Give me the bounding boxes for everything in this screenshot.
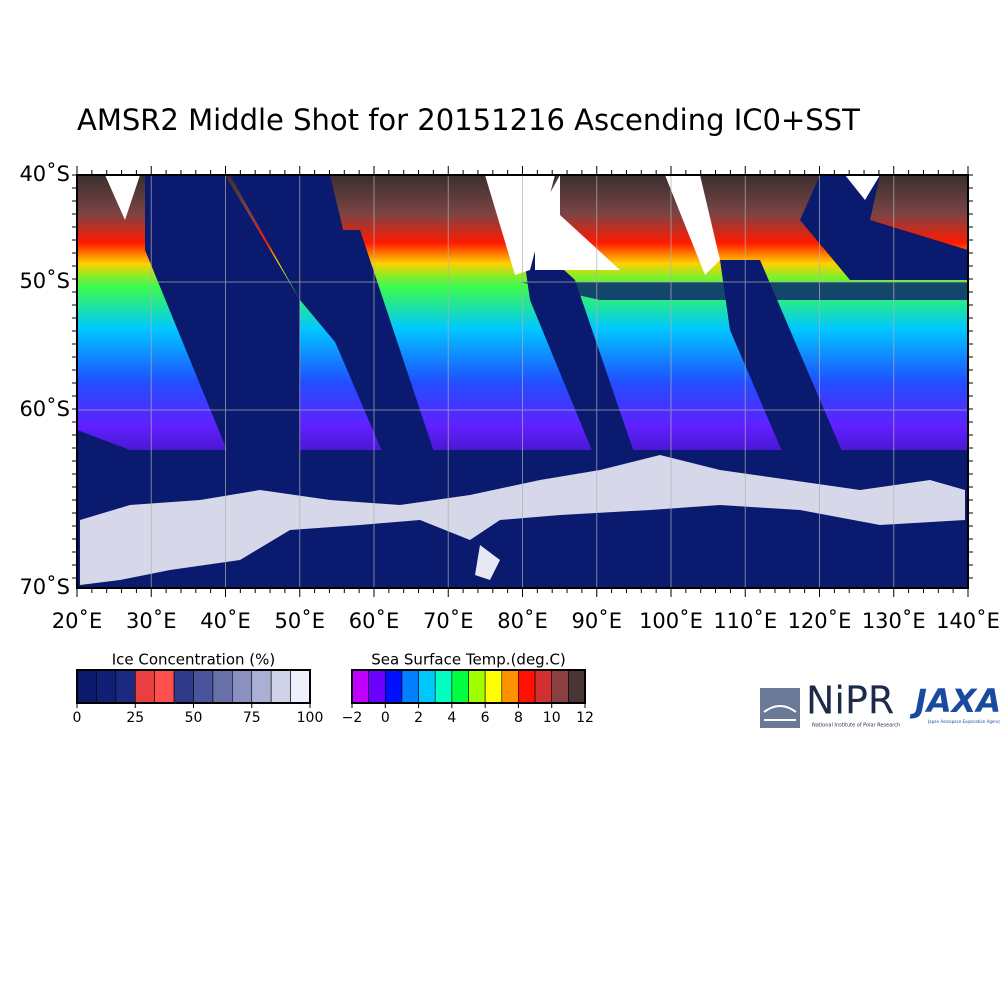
legend-swatch [434,669,453,704]
logos: NiPR National Institute of Polar Researc… [760,679,1000,729]
legend-tick-label: 50 [185,710,203,726]
legend-swatch [351,669,369,704]
legend-swatch [96,669,117,704]
lon-label: 40˚E [200,609,251,633]
legend-tick-label: 6 [481,710,490,726]
jaxa-full-name: Japan Aerospace Exploration Agency [927,719,1000,724]
swath-gap [720,260,850,470]
legend-frame [351,669,586,704]
legend-swatch [518,669,536,704]
lon-label: 30˚E [126,609,177,633]
lon-label: 110˚E [713,609,777,633]
legend-tick-label: 100 [297,710,324,726]
lon-label: 50˚E [275,609,326,633]
legend-tick-label: 25 [126,710,144,726]
legend-swatch [193,669,214,704]
missing-data [665,175,720,275]
legend-title: Ice Concentration (%) [112,651,276,669]
legend-tick-label: 4 [447,710,456,726]
legend-swatch [551,669,569,704]
swath-gap [230,175,360,360]
legend-swatch [134,669,155,704]
legend-tick-label: 75 [243,710,261,726]
legend-swatch [451,669,469,704]
missing-data [845,175,880,200]
legend-tick-label: −2 [342,710,363,726]
lon-label: 20˚E [52,609,103,633]
legend-tick-label: 8 [514,710,523,726]
lon-label: 140˚E [936,609,1000,633]
legend-swatch [401,669,419,704]
graticule [77,175,968,588]
legend-swatch [468,669,486,704]
missing-data [105,175,140,220]
nipr-full-name: National Institute of Polar Research [812,723,900,729]
legend-tick-label: 0 [73,710,82,726]
nipr-icon-detail [763,705,797,721]
lon-label: 70˚E [423,609,474,633]
legend-tick-label: 2 [414,710,423,726]
lat-label: 40˚S [19,162,70,186]
legend-swatch [212,669,233,704]
sea-ice [475,545,500,580]
lon-label: 80˚E [497,609,548,633]
legend-swatch [418,669,436,704]
legend-swatch [384,669,403,704]
swath-gap [520,282,968,300]
nipr-logo: NiPR [806,679,894,723]
legend-swatch [173,669,194,704]
legend-swatch [232,669,253,704]
legend-swatch [501,669,519,704]
lon-label: 100˚E [639,609,703,633]
legend-swatch [534,669,553,704]
legend-tick-label: 0 [381,710,390,726]
swath-gap [145,175,300,470]
legend-swatch [115,669,136,704]
lon-label: 90˚E [572,609,623,633]
legend-swatch [484,669,503,704]
legend-swatch [368,669,386,704]
legend-swatch [76,669,97,704]
legend-swatch [290,669,311,704]
legend-swatch [154,669,175,704]
legend-tick-label: 12 [576,710,594,726]
title: AMSR2 Middle Shot for 20151216 Ascending… [77,103,860,137]
lat-label: 70˚S [19,575,70,599]
sea-ice [80,455,965,585]
lat-label: 50˚S [19,269,70,293]
legend-tick-label: 10 [543,710,561,726]
legend-swatch [251,669,272,704]
legend-swatch [568,669,586,704]
swath-gap [800,175,968,280]
lon-label: 130˚E [862,609,926,633]
legend-swatch [270,669,291,704]
missing-data [535,175,620,270]
jaxa-logo: JAXA [909,682,1000,720]
lon-label: 60˚E [349,609,400,633]
map [76,174,969,589]
missing-data [485,175,555,275]
nipr-icon [760,688,800,728]
legend-title: Sea Surface Temp.(deg.C) [371,651,566,669]
lat-label: 60˚S [19,397,70,421]
lon-label: 120˚E [788,609,852,633]
